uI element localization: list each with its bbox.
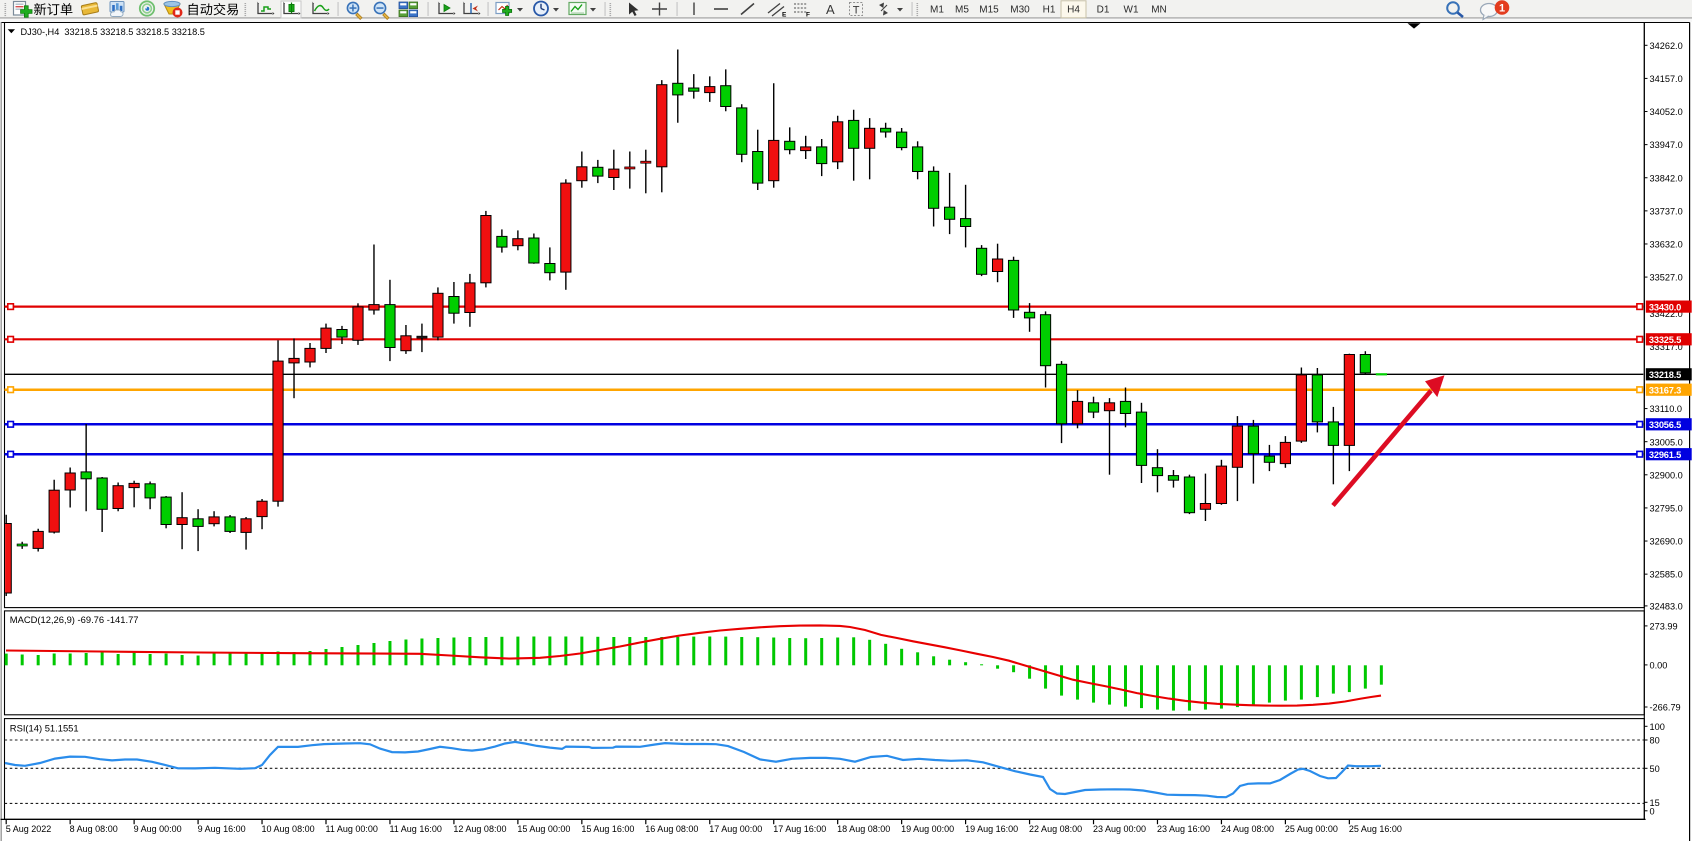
svg-text:15 Aug 00:00: 15 Aug 00:00 <box>517 824 570 834</box>
svg-text:H1: H1 <box>1043 4 1056 15</box>
svg-text:34157.0: 34157.0 <box>1650 74 1683 84</box>
svg-text:33842.0: 33842.0 <box>1650 173 1683 183</box>
svg-text:8 Aug 08:00: 8 Aug 08:00 <box>70 824 118 834</box>
svg-text:10 Aug 08:00: 10 Aug 08:00 <box>262 824 315 834</box>
svg-text:15 Aug 16:00: 15 Aug 16:00 <box>581 824 634 834</box>
svg-text:80: 80 <box>1650 736 1660 746</box>
svg-text:0: 0 <box>1650 806 1655 816</box>
svg-text:32585.0: 32585.0 <box>1650 570 1683 580</box>
svg-text:17 Aug 16:00: 17 Aug 16:00 <box>773 824 826 834</box>
svg-text:33056.5: 33056.5 <box>1649 420 1681 430</box>
svg-text:F: F <box>806 12 810 19</box>
svg-text:11 Aug 16:00: 11 Aug 16:00 <box>389 824 441 834</box>
svg-text:16 Aug 08:00: 16 Aug 08:00 <box>645 824 698 834</box>
svg-text:0.00: 0.00 <box>1650 661 1668 671</box>
svg-text:32795.0: 32795.0 <box>1650 504 1683 514</box>
svg-text:25 Aug 16:00: 25 Aug 16:00 <box>1349 824 1402 834</box>
svg-text:DJ30-,H4 33218.5 33218.5 3321: DJ30-,H4 33218.5 33218.5 33218.5 33218.5 <box>21 27 205 37</box>
svg-text:25 Aug 00:00: 25 Aug 00:00 <box>1285 824 1338 834</box>
svg-text:T: T <box>853 5 860 17</box>
svg-text:5 Aug 2022: 5 Aug 2022 <box>6 824 52 834</box>
svg-text:MN: MN <box>1151 4 1167 15</box>
svg-text:32900.0: 32900.0 <box>1650 470 1683 480</box>
svg-text:A: A <box>826 2 835 17</box>
svg-text:32690.0: 32690.0 <box>1650 537 1683 547</box>
svg-text:M5: M5 <box>955 4 969 15</box>
svg-text:33317.0: 33317.0 <box>1650 342 1683 352</box>
svg-text:50: 50 <box>1650 764 1660 774</box>
svg-text:33218.5: 33218.5 <box>1649 370 1681 380</box>
svg-text:33430.0: 33430.0 <box>1649 302 1681 312</box>
svg-text:33422.0: 33422.0 <box>1650 309 1683 319</box>
svg-text:H4: H4 <box>1067 4 1080 15</box>
svg-text:W1: W1 <box>1124 4 1139 15</box>
svg-text:15: 15 <box>1650 798 1660 808</box>
svg-text:E: E <box>782 12 787 19</box>
svg-text:33632.0: 33632.0 <box>1650 240 1683 250</box>
svg-text:24 Aug 08:00: 24 Aug 08:00 <box>1221 824 1274 834</box>
svg-text:M15: M15 <box>979 4 999 15</box>
svg-text:19 Aug 16:00: 19 Aug 16:00 <box>965 824 1018 834</box>
svg-text:-266.79: -266.79 <box>1650 703 1681 713</box>
svg-text:18 Aug 08:00: 18 Aug 08:00 <box>837 824 890 834</box>
svg-text:11 Aug 00:00: 11 Aug 00:00 <box>326 824 378 834</box>
svg-text:M1: M1 <box>930 4 944 15</box>
svg-text:100: 100 <box>1650 722 1665 732</box>
svg-text:32961.5: 32961.5 <box>1649 450 1681 460</box>
svg-text:33947.0: 33947.0 <box>1650 140 1683 150</box>
svg-text:1: 1 <box>1499 3 1505 15</box>
svg-text:23 Aug 16:00: 23 Aug 16:00 <box>1157 824 1210 834</box>
svg-text:17 Aug 00:00: 17 Aug 00:00 <box>709 824 762 834</box>
svg-text:9 Aug 00:00: 9 Aug 00:00 <box>134 824 182 834</box>
svg-text:33005.0: 33005.0 <box>1650 437 1683 447</box>
svg-text:23 Aug 00:00: 23 Aug 00:00 <box>1093 824 1146 834</box>
svg-text:33167.3: 33167.3 <box>1649 385 1681 395</box>
svg-text:33325.5: 33325.5 <box>1649 335 1681 345</box>
svg-text:12 Aug 08:00: 12 Aug 08:00 <box>453 824 506 834</box>
svg-text:M30: M30 <box>1010 4 1030 15</box>
svg-text:33737.0: 33737.0 <box>1650 206 1683 216</box>
svg-text:MACD(12,26,9) -69.76 -141.77: MACD(12,26,9) -69.76 -141.77 <box>10 614 139 625</box>
svg-text:9 Aug 16:00: 9 Aug 16:00 <box>198 824 246 834</box>
svg-text:22 Aug 08:00: 22 Aug 08:00 <box>1029 824 1082 834</box>
svg-text:32483.0: 32483.0 <box>1650 602 1683 612</box>
svg-text:D1: D1 <box>1097 4 1110 15</box>
svg-text:34052.0: 34052.0 <box>1650 107 1683 117</box>
svg-text:19 Aug 00:00: 19 Aug 00:00 <box>901 824 954 834</box>
svg-text:RSI(14) 51.1551: RSI(14) 51.1551 <box>10 722 79 733</box>
svg-text:33527.0: 33527.0 <box>1650 273 1683 283</box>
svg-text:33110.0: 33110.0 <box>1650 404 1683 414</box>
svg-text:273.99: 273.99 <box>1650 622 1678 632</box>
svg-text:34262.0: 34262.0 <box>1650 41 1683 51</box>
